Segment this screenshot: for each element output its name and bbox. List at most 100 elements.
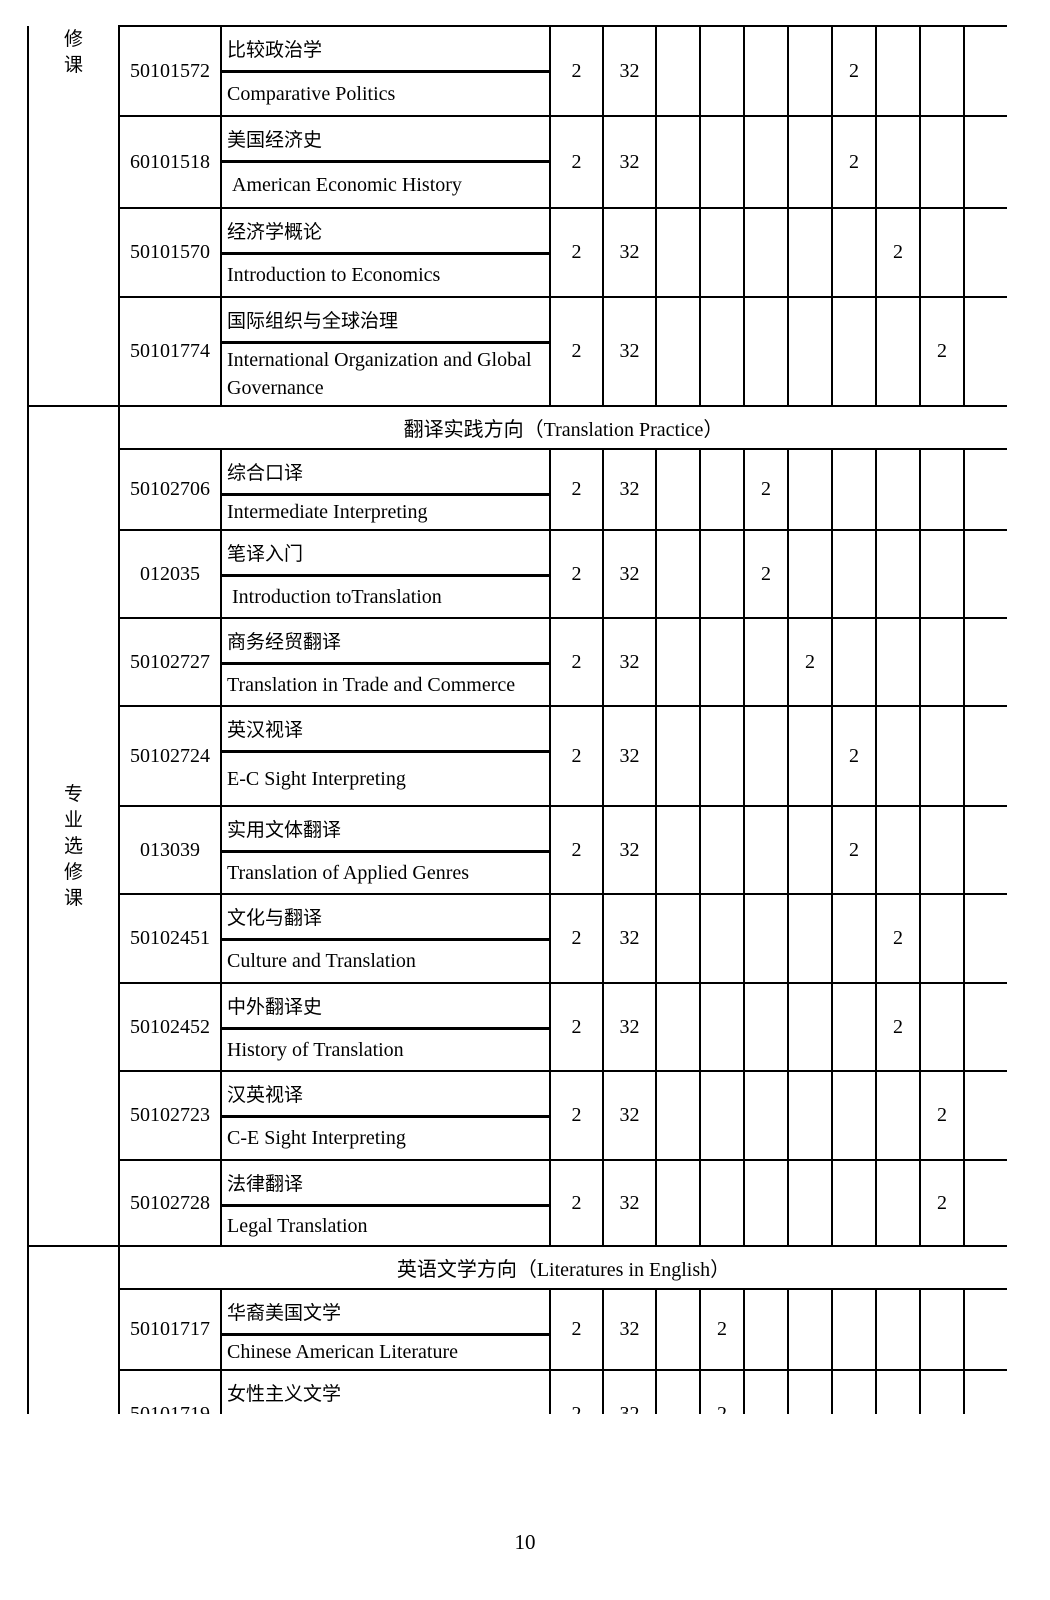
semester-6-cell — [875, 529, 921, 619]
semester-7-cell — [919, 617, 965, 707]
semester-2-cell — [699, 448, 745, 531]
course-row: 50102451 文化与翻译 Culture and Translation 2 32 2 — [28, 893, 1007, 984]
semester-5-cell — [831, 1159, 877, 1247]
semester-6-cell: 2 — [875, 207, 921, 298]
semester-5-cell — [831, 1288, 877, 1371]
semester-1-cell — [655, 705, 701, 807]
semester-3-cell — [743, 1288, 789, 1371]
section-header-row: 英语文学方向（Literatures in English） — [27, 1245, 1007, 1414]
semester-6-cell — [875, 25, 921, 117]
credits: 2 — [549, 1159, 604, 1247]
semester-1-cell — [655, 448, 701, 531]
course-name-cell: 汉英视译 C-E Sight Interpreting — [220, 1070, 551, 1161]
category-cell: 修课 — [27, 26, 120, 407]
semester-3-cell — [743, 207, 789, 298]
elective-course-table: 修课 50101572 比较政治学 Comparative Politics 2 32 2 6… — [27, 25, 1007, 1414]
hours: 32 — [602, 296, 657, 407]
semester-7-cell — [919, 893, 965, 984]
hours: 32 — [602, 448, 657, 531]
semester-1-cell — [655, 1070, 701, 1161]
semester-1-cell — [655, 1288, 701, 1371]
semester-3-cell — [743, 893, 789, 984]
course-row: 50101719 女性主义文学 2 32 2 — [28, 1369, 1007, 1414]
semester-2-cell — [699, 893, 745, 984]
semester-6-cell — [875, 805, 921, 895]
semester-1-cell — [655, 617, 701, 707]
semester-8-cell — [963, 529, 1007, 619]
course-name-cn: 综合口译 — [222, 451, 549, 496]
course-row: 013039 实用文体翻译 Translation of Applied Genre… — [28, 805, 1007, 895]
course-code: 60101518 — [118, 115, 222, 209]
course-name-en: International Organization and Global Go… — [227, 349, 537, 399]
course-name-en: Chinese American Literature — [227, 1341, 459, 1363]
semester-5-cell — [831, 893, 877, 984]
semester-6-cell — [875, 1288, 921, 1371]
semester-1-cell — [655, 296, 701, 407]
course-row: 50102724 英汉视译 E-C Sight Interpreting 2 32 2 — [28, 705, 1007, 807]
semester-3-cell — [743, 1159, 789, 1247]
semester-7-cell — [919, 25, 965, 117]
course-name-cell: 文化与翻译 Culture and Translation — [220, 893, 551, 984]
semester-8-cell — [963, 705, 1007, 807]
course-name-cn: 英汉视译 — [222, 708, 549, 753]
course-name-cell: 中外翻译史 History of Translation — [220, 982, 551, 1072]
course-name-cn: 商务经贸翻译 — [222, 620, 549, 665]
course-name-en: Translation of Applied Genres — [227, 861, 470, 884]
semester-7-cell — [919, 1288, 965, 1371]
course-name-cell: 美国经济史 American Economic History — [220, 115, 551, 209]
hours: 32 — [602, 115, 657, 209]
hours: 32 — [602, 805, 657, 895]
course-name-en: Introduction to Economics — [227, 264, 441, 286]
semester-3-cell — [743, 1070, 789, 1161]
hours: 32 — [602, 25, 657, 117]
semester-4-cell — [787, 25, 833, 117]
category-cell — [27, 1245, 120, 1414]
course-name-cell: 笔译入门 Introduction toTranslation — [220, 529, 551, 619]
semester-4-cell — [787, 805, 833, 895]
semester-6-cell — [875, 448, 921, 531]
semester-3-cell — [743, 296, 789, 407]
semester-8-cell — [963, 982, 1007, 1072]
semester-3-cell — [743, 982, 789, 1072]
course-code: 50101774 — [118, 296, 222, 407]
semester-8-cell — [963, 25, 1007, 117]
semester-5-cell — [831, 296, 877, 407]
credits: 2 — [549, 448, 604, 531]
semester-7-cell — [919, 805, 965, 895]
credits: 2 — [549, 617, 604, 707]
semester-4-cell — [787, 207, 833, 298]
course-name-en: Legal Translation — [227, 1214, 368, 1237]
course-name-cn: 中外翻译史 — [222, 985, 549, 1030]
category-cell: 专业选修课 — [27, 405, 120, 1247]
course-name-cell: 华裔美国文学 Chinese American Literature — [220, 1288, 551, 1371]
course-name-cn: 法律翻译 — [222, 1162, 549, 1207]
course-name-en: Culture and Translation — [227, 950, 416, 972]
course-code: 50101570 — [118, 207, 222, 298]
semester-4-cell — [787, 1070, 833, 1161]
semester-7-cell: 2 — [919, 1159, 965, 1247]
course-code: 012035 — [118, 529, 222, 619]
semester-3-cell — [743, 705, 789, 807]
course-name-cell: 法律翻译 Legal Translation — [220, 1159, 551, 1247]
semester-8-cell — [963, 617, 1007, 707]
section-title: 英语文学方向（Literatures in English） — [118, 1245, 1007, 1290]
course-name-cell: 综合口译 Intermediate Interpreting — [220, 448, 551, 531]
semester-8-cell — [963, 805, 1007, 895]
semester-7-cell — [919, 1369, 965, 1414]
semester-6-cell — [875, 115, 921, 209]
semester-4-cell — [787, 115, 833, 209]
hours: 32 — [602, 893, 657, 984]
semester-2-cell — [699, 1159, 745, 1247]
credits: 2 — [549, 705, 604, 807]
course-code: 50102728 — [118, 1159, 222, 1247]
semester-7-cell — [919, 982, 965, 1072]
semester-1-cell — [655, 1369, 701, 1414]
semester-3-cell — [743, 617, 789, 707]
semester-5-cell — [831, 617, 877, 707]
semester-6-cell — [875, 617, 921, 707]
semester-7-cell — [919, 207, 965, 298]
semester-7-cell: 2 — [919, 296, 965, 407]
semester-2-cell: 2 — [699, 1369, 745, 1414]
course-name-cell: 比较政治学 Comparative Politics — [220, 25, 551, 117]
semester-3-cell — [743, 805, 789, 895]
